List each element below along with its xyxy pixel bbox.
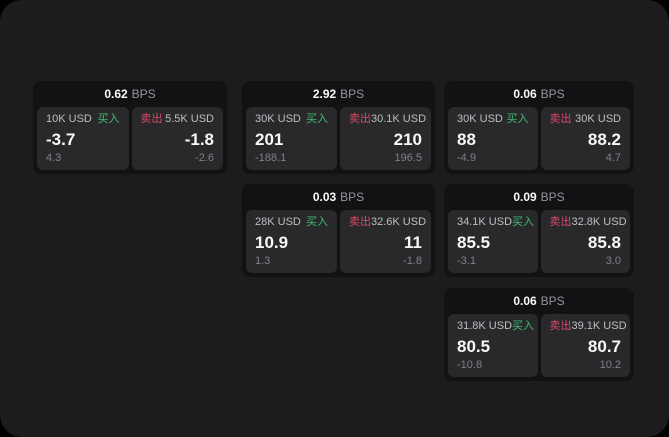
bps-unit-label: BPS (131, 87, 156, 101)
bps-value: 0.62 (104, 87, 128, 101)
sell-side-label: 卖出 (549, 216, 572, 228)
sell-side-label: 卖出 (140, 113, 163, 125)
buy-delta: -4.9 (457, 152, 476, 164)
buy-delta: 1.3 (255, 255, 271, 267)
sell-price: 85.8 (587, 232, 621, 252)
buy-tile[interactable]: 34.1K USD 买入 85.5 -3.1 (448, 210, 538, 273)
card-header: 0.62 BPS (33, 81, 227, 107)
bps-unit-label: BPS (540, 87, 565, 101)
buy-tile[interactable]: 31.8K USD 买入 80.5 -10.8 (448, 314, 538, 377)
buy-side-label: 买入 (512, 320, 535, 332)
sell-notional: 30K USD (575, 113, 621, 125)
buy-side-label: 买入 (306, 216, 328, 228)
sell-notional: 30.1K USD (371, 113, 427, 125)
sell-side-label: 卖出 (549, 113, 572, 125)
sell-price: 88.2 (587, 129, 621, 149)
bps-value: 0.09 (513, 190, 537, 204)
card-body: 30K USD 买入 201 -188.1 卖出 30.1K USD 210 1… (242, 107, 435, 174)
quote-card: 0.09 BPS 34.1K USD 买入 85.5 -3.1 卖出 32.8K… (444, 184, 634, 277)
buy-notional: 30K USD (255, 113, 301, 125)
buy-notional: 10K USD (46, 113, 92, 125)
bps-unit-label: BPS (540, 190, 565, 204)
sell-side-label: 卖出 (349, 216, 371, 228)
quote-card: 0.06 BPS 30K USD 买入 88 -4.9 卖出 30K USD 8… (444, 81, 634, 174)
bps-unit-label: BPS (340, 87, 365, 101)
sell-price: 11 (404, 232, 422, 252)
sell-tile[interactable]: 卖出 30K USD 88.2 4.7 (540, 107, 630, 170)
buy-delta: -188.1 (255, 152, 287, 164)
sell-notional: 5.5K USD (165, 113, 214, 125)
buy-price: 88 (457, 129, 476, 149)
buy-price: 85.5 (457, 232, 491, 252)
sell-tile[interactable]: 卖出 30.1K USD 210 196.5 (340, 107, 431, 170)
sell-tile[interactable]: 卖出 39.1K USD 80.7 10.2 (540, 314, 630, 377)
sell-delta: 196.5 (394, 152, 422, 164)
buy-notional: 31.8K USD (457, 320, 513, 332)
buy-price: -3.7 (46, 129, 76, 149)
quote-card: 2.92 BPS 30K USD 买入 201 -188.1 卖出 30.1K … (242, 81, 435, 174)
buy-side-label: 买入 (512, 216, 535, 228)
quote-card: 0.62 BPS 10K USD 买入 -3.7 4.3 卖出 5.5K USD… (33, 81, 227, 174)
sell-tile[interactable]: 卖出 32.6K USD 11 -1.8 (340, 210, 431, 273)
card-header: 0.06 BPS (444, 288, 634, 314)
quote-card: 0.03 BPS 28K USD 买入 10.9 1.3 卖出 32.6K US… (242, 184, 435, 277)
bps-value: 0.06 (513, 87, 537, 101)
sell-notional: 39.1K USD (571, 320, 627, 332)
sell-price: 80.7 (587, 336, 621, 356)
sell-delta: 4.7 (605, 152, 621, 164)
sell-price: 210 (393, 129, 422, 149)
card-header: 2.92 BPS (242, 81, 435, 107)
card-header: 0.06 BPS (444, 81, 634, 107)
bps-value: 2.92 (312, 87, 337, 101)
buy-price: 10.9 (255, 232, 289, 252)
card-body: 34.1K USD 买入 85.5 -3.1 卖出 32.8K USD 85.8… (444, 210, 634, 277)
card-header: 0.09 BPS (444, 184, 634, 210)
sell-price: -1.8 (184, 129, 214, 149)
sell-side-label: 卖出 (549, 320, 572, 332)
sell-notional: 32.8K USD (571, 216, 627, 228)
sell-delta: 10.2 (599, 359, 621, 371)
buy-side-label: 买入 (306, 113, 328, 125)
sell-notional: 32.6K USD (371, 216, 427, 228)
buy-side-label: 买入 (506, 113, 529, 125)
bps-value: 0.06 (513, 294, 537, 308)
buy-price: 80.5 (457, 336, 491, 356)
buy-tile[interactable]: 28K USD 买入 10.9 1.3 (246, 210, 337, 273)
buy-notional: 30K USD (457, 113, 503, 125)
bps-value: 0.03 (312, 190, 337, 204)
buy-delta: -10.8 (457, 359, 483, 371)
sell-tile[interactable]: 卖出 32.8K USD 85.8 3.0 (540, 210, 630, 273)
sell-delta: -2.6 (195, 152, 214, 164)
buy-tile[interactable]: 30K USD 买入 201 -188.1 (246, 107, 337, 170)
sell-tile[interactable]: 卖出 5.5K USD -1.8 -2.6 (131, 107, 223, 170)
sell-delta: -1.8 (403, 255, 422, 267)
sell-delta: 3.0 (605, 255, 621, 267)
buy-delta: 4.3 (46, 152, 62, 164)
buy-tile[interactable]: 30K USD 买入 88 -4.9 (448, 107, 538, 170)
buy-delta: -3.1 (457, 255, 476, 267)
buy-notional: 34.1K USD (457, 216, 513, 228)
card-header: 0.03 BPS (242, 184, 435, 210)
bps-unit-label: BPS (340, 190, 365, 204)
quote-card: 0.06 BPS 31.8K USD 买入 80.5 -10.8 卖出 39.1… (444, 288, 634, 381)
buy-notional: 28K USD (255, 216, 301, 228)
card-body: 10K USD 买入 -3.7 4.3 卖出 5.5K USD -1.8 -2.… (33, 107, 227, 174)
sell-side-label: 卖出 (349, 113, 371, 125)
card-body: 28K USD 买入 10.9 1.3 卖出 32.6K USD 11 -1.8 (242, 210, 435, 277)
buy-price: 201 (255, 129, 284, 149)
buy-tile[interactable]: 10K USD 买入 -3.7 4.3 (37, 107, 129, 170)
bps-unit-label: BPS (540, 294, 565, 308)
buy-side-label: 买入 (97, 113, 120, 125)
card-body: 30K USD 买入 88 -4.9 卖出 30K USD 88.2 4.7 (444, 107, 634, 174)
card-body: 31.8K USD 买入 80.5 -10.8 卖出 39.1K USD 80.… (444, 314, 634, 381)
